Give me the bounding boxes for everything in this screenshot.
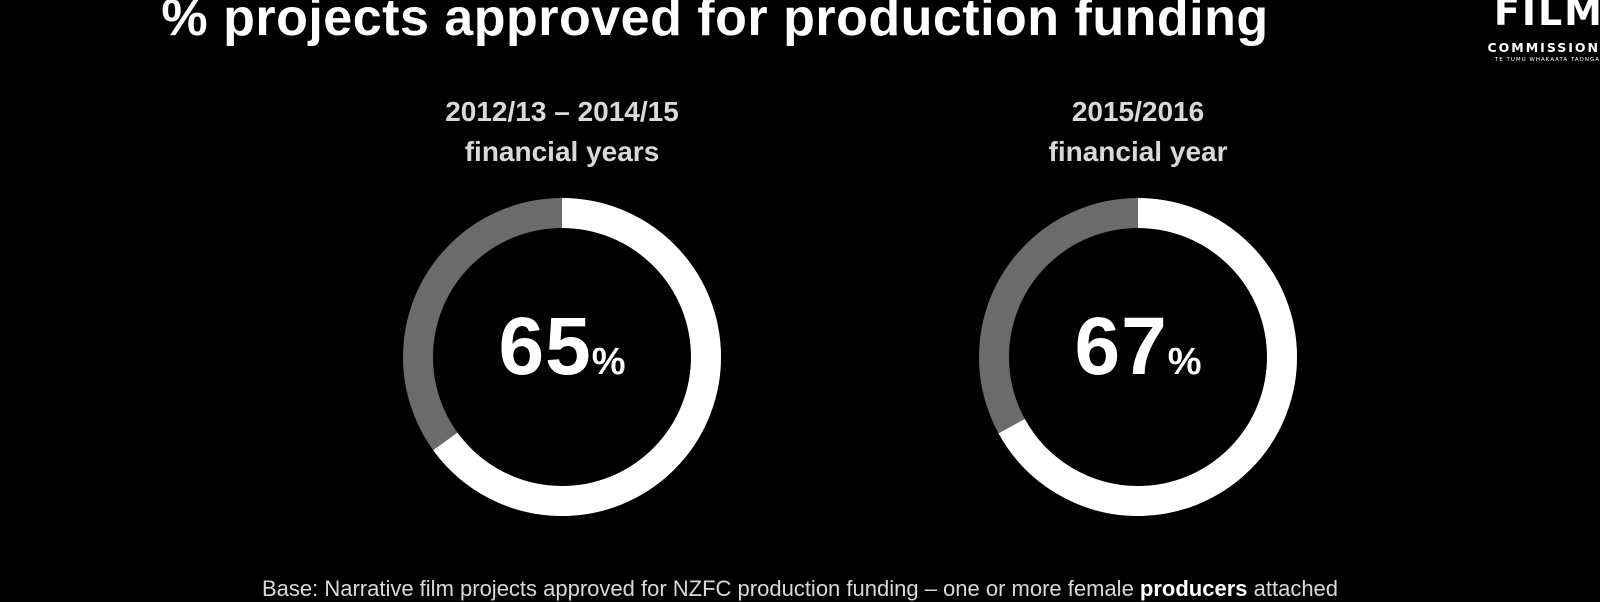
donut-value-unit: %: [591, 341, 626, 383]
period-label-line1: 2015/2016: [1071, 96, 1205, 127]
donut-value-unit: %: [1167, 341, 1202, 383]
period-label-line2: financial years: [464, 136, 660, 167]
donut-value: 67%: [938, 300, 1338, 394]
logo-film-text: FILM: [1493, 0, 1600, 34]
donut-chart: 65%: [362, 192, 762, 522]
donut-value-number: 65: [498, 301, 592, 392]
logo-commission-text: COMMISSION: [1487, 40, 1600, 55]
donut-svg: [403, 198, 721, 516]
donut-chart: 67%: [938, 192, 1338, 522]
donut-panel-2015-2016: 2015/2016 financial year 67%: [938, 92, 1338, 516]
donut-value: 65%: [362, 300, 762, 394]
footnote-suffix: attached: [1247, 576, 1339, 601]
base-footnote: Base: Narrative film projects approved f…: [0, 576, 1600, 602]
footnote-prefix: Base: Narrative film projects approved f…: [261, 576, 1140, 601]
period-label-line1: 2012/13 – 2014/15: [445, 96, 679, 127]
donut-value-arc: [403, 198, 721, 516]
logo-tagline-text: TE TUMU WHAKAATA TAONGA: [1494, 57, 1600, 63]
page-title: % projects approved for production fundi…: [161, 0, 1269, 47]
donut-value-arc: [979, 198, 1297, 516]
donut-panel-2012-2015: 2012/13 – 2014/15 financial years 65%: [362, 92, 762, 516]
footnote-highlight: producers: [1139, 576, 1248, 601]
nzfc-logo: FILM COMMISSION TE TUMU WHAKAATA TAONGA: [1450, 0, 1600, 70]
donut-value-number: 67: [1074, 301, 1168, 392]
period-label-line2: financial year: [1048, 136, 1228, 167]
donut-svg: [979, 198, 1297, 516]
